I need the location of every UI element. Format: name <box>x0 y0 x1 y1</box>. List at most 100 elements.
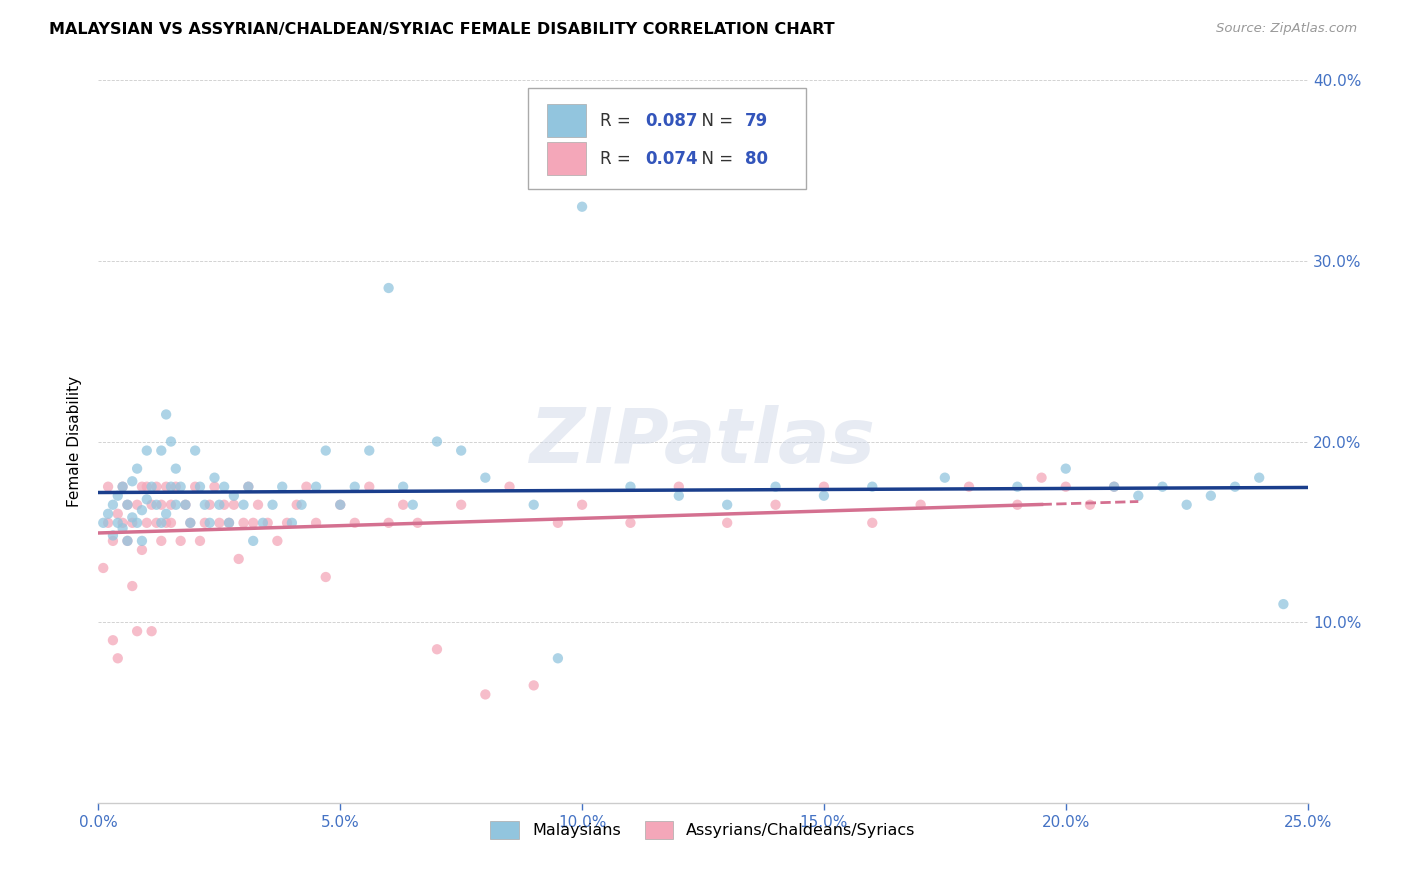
Point <box>426 434 449 449</box>
Point <box>131 533 153 548</box>
Point <box>290 498 312 512</box>
Point <box>208 516 231 530</box>
Point <box>155 408 177 422</box>
Point <box>1128 489 1150 503</box>
Point <box>107 516 129 530</box>
Point <box>1102 480 1125 494</box>
Point <box>135 516 157 530</box>
Point <box>165 480 187 494</box>
Text: 80: 80 <box>745 150 768 168</box>
Text: N =: N = <box>690 150 738 168</box>
Text: ZIPatlas: ZIPatlas <box>530 405 876 478</box>
Point <box>174 498 197 512</box>
Point <box>141 480 163 494</box>
Point <box>242 516 264 530</box>
Point <box>232 516 254 530</box>
Point <box>188 533 211 548</box>
Point <box>860 516 883 530</box>
Point <box>957 480 980 494</box>
Point <box>141 624 163 639</box>
Point <box>406 516 429 530</box>
Point <box>232 498 254 512</box>
Point <box>97 516 120 530</box>
Point <box>271 480 294 494</box>
Point <box>218 516 240 530</box>
Point <box>450 498 472 512</box>
Point <box>343 516 366 530</box>
Point <box>1007 498 1029 512</box>
Point <box>145 480 167 494</box>
Point <box>238 480 260 494</box>
Point <box>571 498 593 512</box>
Point <box>813 489 835 503</box>
Point <box>1031 471 1053 485</box>
Point <box>1223 480 1246 494</box>
Point <box>107 651 129 665</box>
Point <box>1102 480 1125 494</box>
Text: R =: R = <box>600 112 637 129</box>
Point <box>1175 498 1198 512</box>
Point <box>155 480 177 494</box>
Point <box>121 475 143 489</box>
Point <box>571 200 593 214</box>
Point <box>228 552 250 566</box>
Point <box>121 516 143 530</box>
Point <box>619 480 641 494</box>
Point <box>184 443 207 458</box>
Point <box>329 498 352 512</box>
Point <box>305 516 328 530</box>
Point <box>343 480 366 494</box>
Text: MALAYSIAN VS ASSYRIAN/CHALDEAN/SYRIAC FEMALE DISABILITY CORRELATION CHART: MALAYSIAN VS ASSYRIAN/CHALDEAN/SYRIAC FE… <box>49 22 835 37</box>
Point <box>276 516 298 530</box>
Point <box>97 507 120 521</box>
Point <box>165 498 187 512</box>
Point <box>359 443 381 458</box>
Point <box>377 281 399 295</box>
Point <box>145 516 167 530</box>
Point <box>474 687 496 701</box>
Text: 79: 79 <box>745 112 769 129</box>
Point <box>131 542 153 557</box>
Point <box>160 516 183 530</box>
Point <box>101 528 124 542</box>
Point <box>135 443 157 458</box>
Text: 0.087: 0.087 <box>645 112 697 129</box>
Point <box>668 480 690 494</box>
Point <box>1054 480 1077 494</box>
Point <box>329 498 352 512</box>
Point <box>295 480 318 494</box>
Point <box>117 498 139 512</box>
Point <box>1152 480 1174 494</box>
Text: N =: N = <box>690 112 738 129</box>
Point <box>359 480 381 494</box>
Point <box>523 678 546 692</box>
Point <box>194 516 217 530</box>
Point <box>315 570 337 584</box>
Point <box>150 516 173 530</box>
Point <box>150 533 173 548</box>
Point <box>101 498 124 512</box>
Point <box>179 516 201 530</box>
Point <box>184 480 207 494</box>
Point <box>101 533 124 548</box>
Point <box>165 461 187 475</box>
Point <box>242 533 264 548</box>
Point <box>97 480 120 494</box>
Point <box>131 503 153 517</box>
FancyBboxPatch shape <box>547 104 586 136</box>
Point <box>121 579 143 593</box>
Point <box>91 516 114 530</box>
FancyBboxPatch shape <box>547 143 586 175</box>
Point <box>547 516 569 530</box>
Point <box>160 434 183 449</box>
Point <box>222 498 245 512</box>
Point <box>127 498 149 512</box>
Point <box>262 498 284 512</box>
Point <box>392 498 415 512</box>
Point <box>204 480 226 494</box>
Point <box>160 480 183 494</box>
Point <box>179 516 201 530</box>
Point <box>117 533 139 548</box>
FancyBboxPatch shape <box>527 87 806 189</box>
Point <box>107 489 129 503</box>
